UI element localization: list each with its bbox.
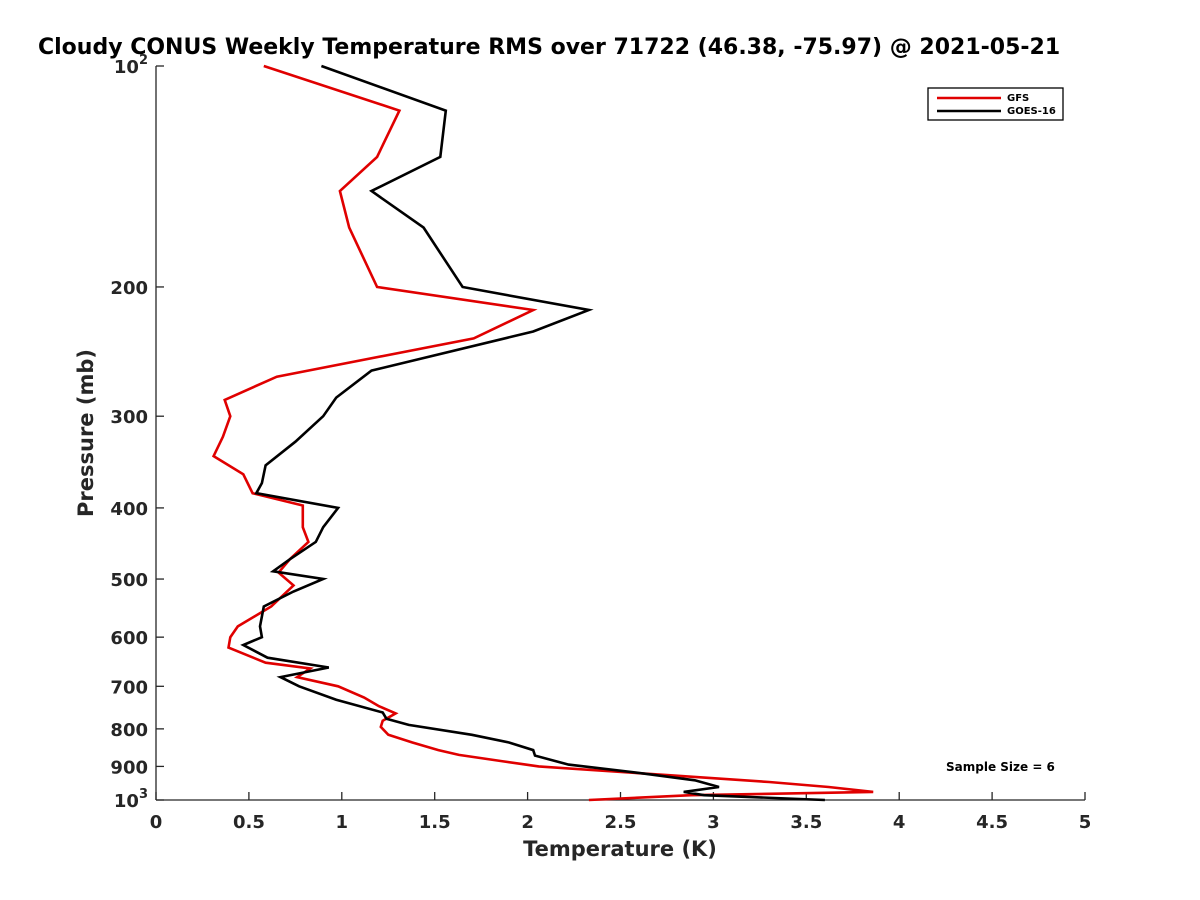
y-tick-label: 400 <box>110 499 148 520</box>
x-tick-label: 1 <box>336 812 349 833</box>
y-tick-label: 103 <box>114 787 148 812</box>
x-tick-label: 4 <box>893 812 906 833</box>
x-tick-label: 0.5 <box>233 812 265 833</box>
x-tick-label: 4.5 <box>976 812 1008 833</box>
x-tick-label: 5 <box>1079 812 1092 833</box>
y-tick-label: 200 <box>110 278 148 299</box>
x-tick-label: 2.5 <box>605 812 637 833</box>
x-tick-label: 3 <box>707 812 720 833</box>
x-tick-label: 1.5 <box>419 812 451 833</box>
x-ticks: 0 0.5 1 1.5 2 2.5 3 3.5 4 4.5 5 <box>150 792 1092 833</box>
axes <box>155 66 1085 801</box>
y-tick-label: 500 <box>110 570 148 591</box>
sample-size-annotation: Sample Size = 6 <box>946 760 1055 774</box>
y-tick-label: 102 <box>114 53 148 78</box>
legend: GFS GOES-16 <box>927 87 1064 121</box>
legend-label-goes16: GOES-16 <box>1007 106 1056 117</box>
x-tick-label: 2 <box>521 812 534 833</box>
y-tick-label: 700 <box>110 677 148 698</box>
x-axis-label: Temperature (K) <box>523 837 717 861</box>
chart-title: Cloudy CONUS Weekly Temperature RMS over… <box>38 35 1060 60</box>
legend-label-gfs: GFS <box>1007 93 1029 104</box>
x-tick-label: 0 <box>150 812 163 833</box>
series-line-gfs <box>211 64 874 802</box>
plot-lines <box>211 64 874 802</box>
x-tick-label: 3.5 <box>790 812 822 833</box>
y-tick-label: 300 <box>110 407 148 428</box>
series-line-goes-16 <box>240 64 825 802</box>
legend-box <box>927 87 1064 121</box>
y-tick-label: 900 <box>110 757 148 778</box>
y-ticks: 102 200 300 400 500 600 700 800 900 103 <box>110 53 164 812</box>
y-axis-label: Pressure (mb) <box>74 349 98 517</box>
y-tick-label: 800 <box>110 720 148 741</box>
y-tick-label: 600 <box>110 628 148 649</box>
